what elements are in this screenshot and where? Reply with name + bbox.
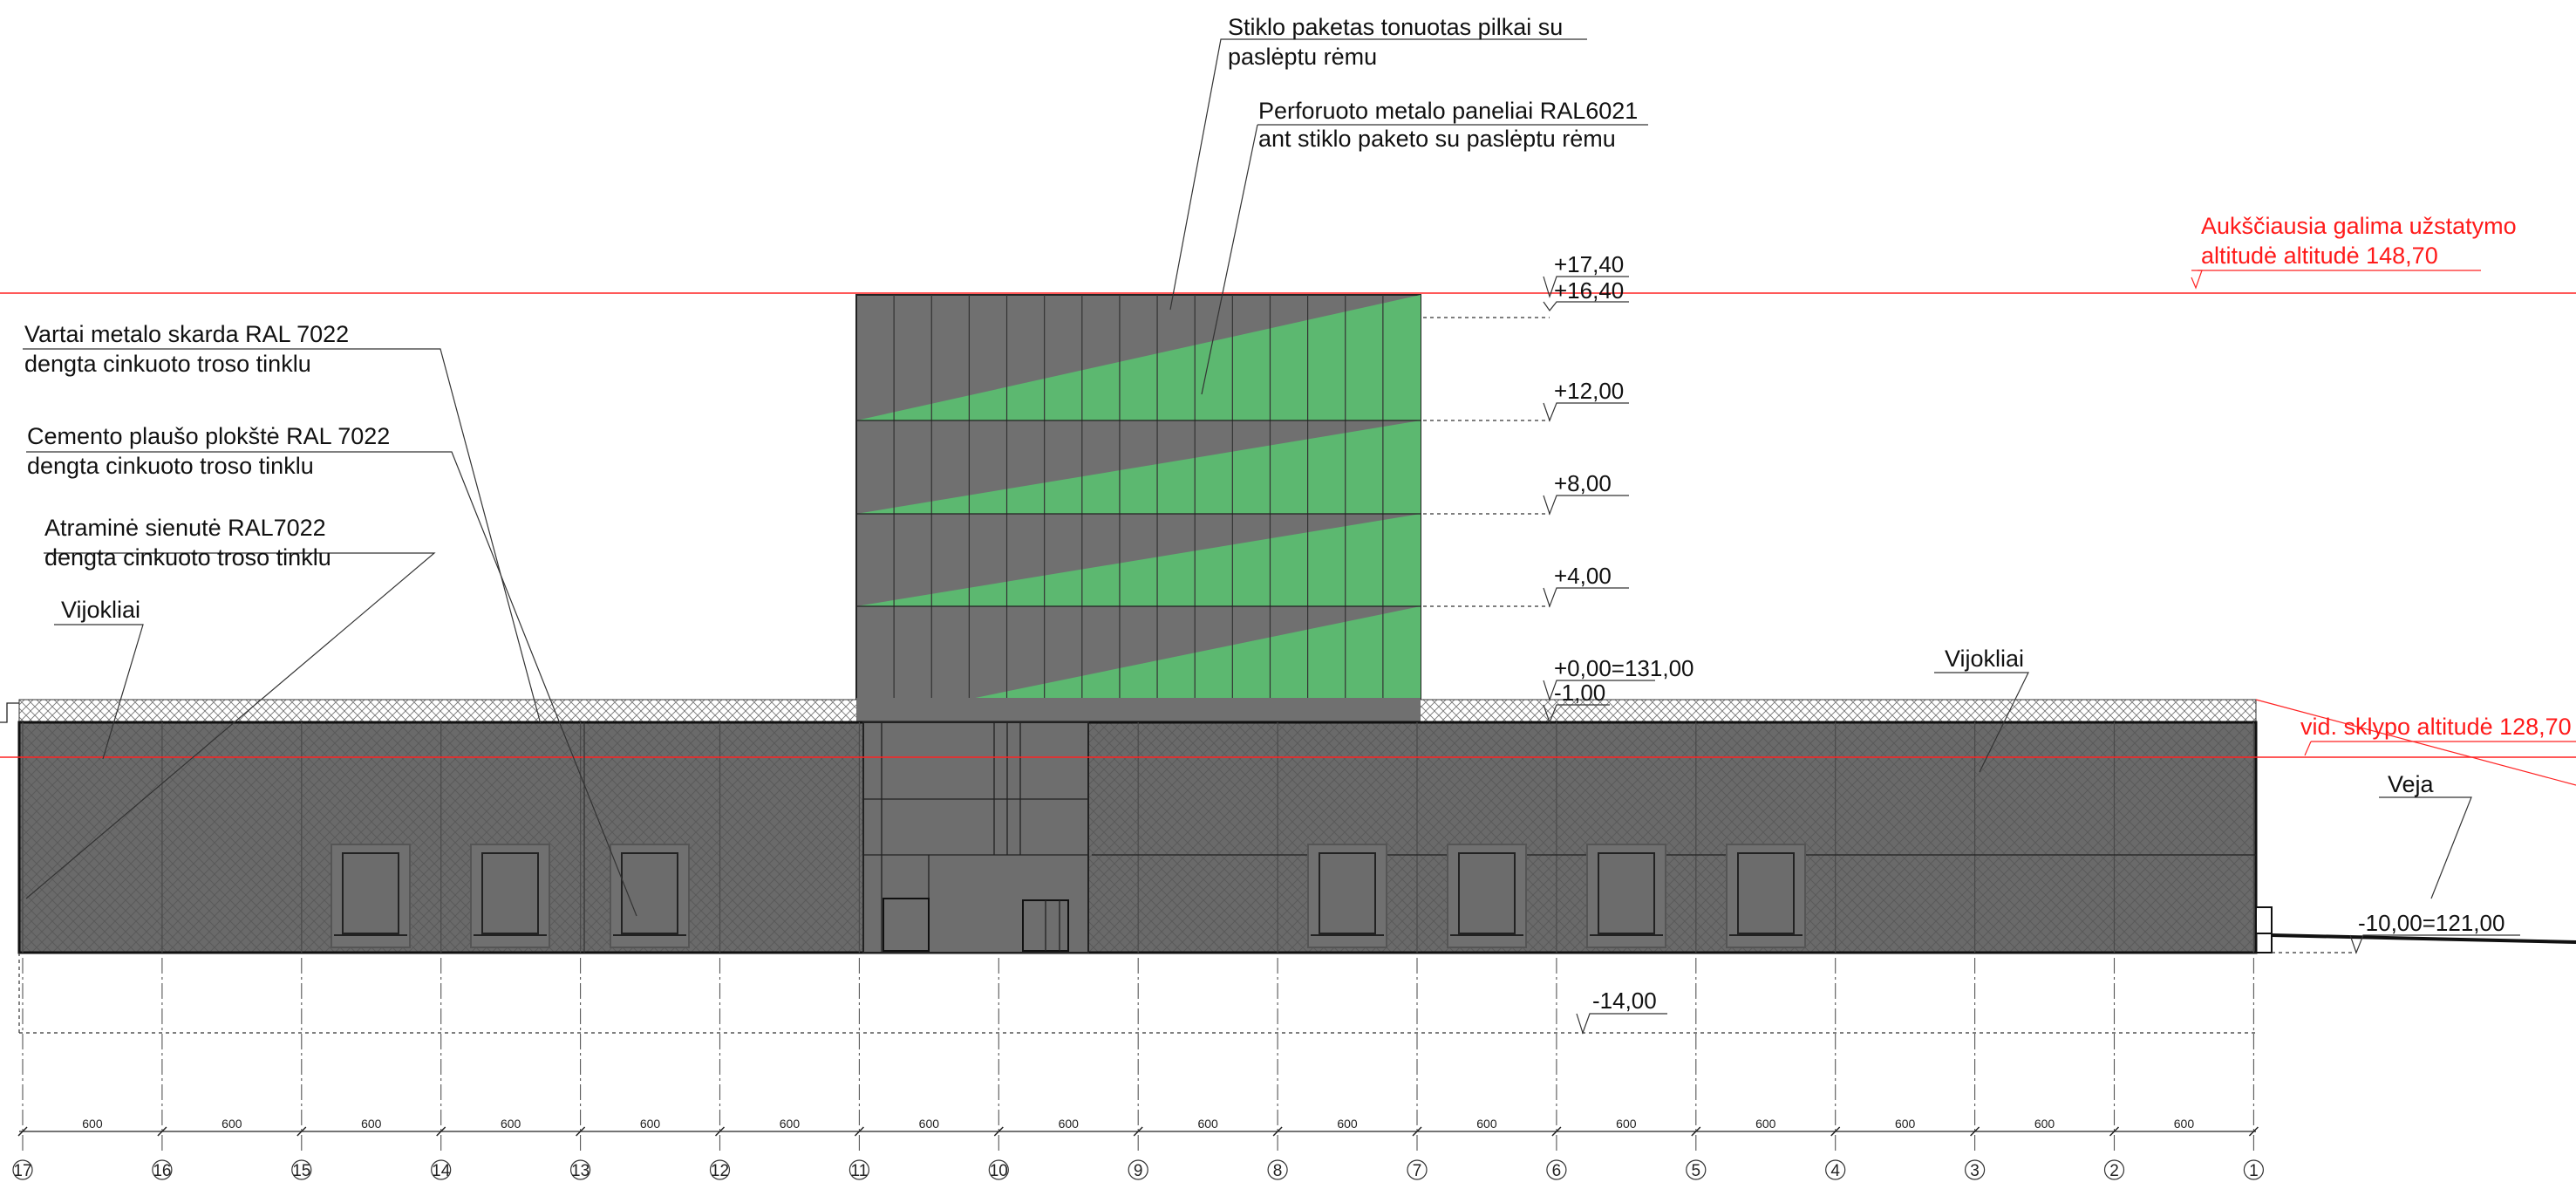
gate-panel (621, 852, 678, 934)
tower (855, 294, 1421, 723)
green-panel-top (856, 295, 1421, 420)
level-800: +8,00 (1554, 470, 1612, 496)
dimension-label: 600 (221, 1117, 242, 1131)
axis-bubble (1825, 1159, 1846, 1180)
axis-label: 3 (1970, 1162, 1980, 1180)
right-step (2255, 906, 2273, 934)
dimension-label: 600 (640, 1117, 661, 1131)
axis-label: 6 (1552, 1162, 1562, 1180)
green-panel-bottom (856, 606, 1421, 722)
axis-bubble (1267, 1159, 1288, 1180)
axis-bubble (709, 1159, 731, 1180)
axis-bubble (988, 1159, 1009, 1180)
retaining-wall-label-2: dengta cinkuoto troso tinklu (44, 544, 331, 571)
max-altitude-label-2: altitudė altitudė 148,70 (2201, 243, 2438, 269)
podium-windows (331, 844, 1806, 948)
gate-label-2: dengta cinkuoto troso tinklu (24, 351, 311, 377)
podium-bays (22, 722, 2254, 953)
level-400: +4,00 (1554, 563, 1612, 589)
axis-label: 10 (990, 1162, 1008, 1180)
dimension-label: 600 (1197, 1117, 1218, 1131)
axis-bubble (291, 1159, 312, 1180)
axis-bubble (2243, 1159, 2264, 1180)
tower-mullions (893, 295, 1384, 722)
dimension-label: 600 (1755, 1117, 1776, 1131)
glass-unit-label-2: paslėptu rėmu (1228, 44, 1377, 70)
axis-bubble (1407, 1159, 1428, 1180)
perforated-panels-label-1: Perforuoto metalo paneliai RAL6021 (1258, 98, 1638, 124)
axis-label: 16 (153, 1162, 171, 1180)
axis-label: 12 (711, 1162, 729, 1180)
gate-panel (1458, 852, 1516, 934)
axis-label: 17 (13, 1162, 31, 1180)
axis-label: 4 (1830, 1162, 1840, 1180)
green-panel-3 (856, 514, 1421, 606)
podium (17, 721, 2576, 954)
axis-label: 7 (1413, 1162, 1422, 1180)
gate-panel (1598, 852, 1655, 934)
dimension-label: 600 (2174, 1117, 2195, 1131)
entrance-door-left (883, 898, 930, 952)
dimension-label: 600 (361, 1117, 382, 1131)
axis-label: 15 (292, 1162, 310, 1180)
axis-label: 1 (2249, 1162, 2259, 1180)
level-minus-100: -1,00 (1554, 680, 1605, 706)
gate-panel (1319, 852, 1376, 934)
level-000: +0,00=131,00 (1554, 655, 1694, 681)
perforated-panels-label-2: ant stiklo paketo su paslėptu rėmu (1258, 126, 1616, 152)
level-minus-1400: -14,00 (1592, 988, 1657, 1014)
annotation-leaders (23, 38, 2472, 953)
dimension-label: 600 (82, 1117, 103, 1131)
cement-board-label-2: dengta cinkuoto troso tinklu (27, 453, 314, 479)
dimension-label: 600 (919, 1117, 940, 1131)
gate-label-1: Vartai metalo skarda RAL 7022 (24, 321, 349, 347)
axis-bubble (1686, 1159, 1707, 1180)
dimension-label: 600 (1895, 1117, 1916, 1131)
level-minus-1000: -10,00=121,00 (2358, 910, 2504, 936)
axis-label: 13 (571, 1162, 589, 1180)
axis-bubble (12, 1159, 33, 1180)
tower-base-cover (856, 698, 1421, 723)
axis-label: 9 (1134, 1162, 1143, 1180)
axis-bubble (848, 1159, 870, 1180)
level-1740: +17,40 (1554, 251, 1624, 277)
axis-bubble (1546, 1159, 1567, 1180)
level-1200: +12,00 (1554, 378, 1624, 404)
cement-board-label-1: Cemento plaušo plokštė RAL 7022 (27, 423, 390, 449)
grid-axes: 1760016600156001460013600126001160010600… (12, 958, 2264, 1180)
axis-label: 11 (851, 1162, 869, 1180)
dimension-label: 600 (1476, 1117, 1497, 1131)
gate-panel (342, 852, 399, 934)
axis-label: 5 (1692, 1162, 1701, 1180)
dimension-label: 600 (2034, 1117, 2055, 1131)
level-markers (18, 276, 2520, 1035)
dimension-label: 600 (501, 1117, 521, 1131)
axis-bubble (2103, 1159, 2125, 1180)
retaining-wall-label-1: Atraminė sienutė RAL7022 (44, 515, 326, 541)
climbers-right-label: Vijokliai (1945, 646, 2024, 672)
dimension-label: 600 (780, 1117, 801, 1131)
axis-bubble (152, 1159, 173, 1180)
axis-bubble (431, 1159, 452, 1180)
axis-bubble (569, 1159, 591, 1180)
axis-label: 14 (432, 1162, 451, 1180)
axis-label: 2 (2109, 1162, 2119, 1180)
climbers-left-label: Vijokliai (61, 597, 140, 623)
dimension-label: 600 (1337, 1117, 1358, 1131)
axis-bubble (1128, 1159, 1148, 1180)
max-altitude-label-1: Aukščiausia galima užstatymo (2201, 213, 2517, 239)
axis-label: 8 (1273, 1162, 1283, 1180)
lawn-label: Veja (2388, 771, 2435, 797)
gate-panel (1737, 852, 1795, 934)
gate-panel (481, 852, 539, 934)
site-altitude-label: vid. sklypo altitudė 128,70 (2300, 714, 2572, 740)
dimension-label: 600 (1616, 1117, 1637, 1131)
glass-unit-label-1: Stiklo paketas tonuotas pilkai su (1228, 14, 1563, 40)
entrance-block (862, 721, 1089, 953)
dimension-label: 600 (1059, 1117, 1080, 1131)
level-1640: +16,40 (1554, 277, 1624, 304)
green-panel-2 (856, 420, 1421, 514)
axis-bubble (1965, 1159, 1986, 1180)
